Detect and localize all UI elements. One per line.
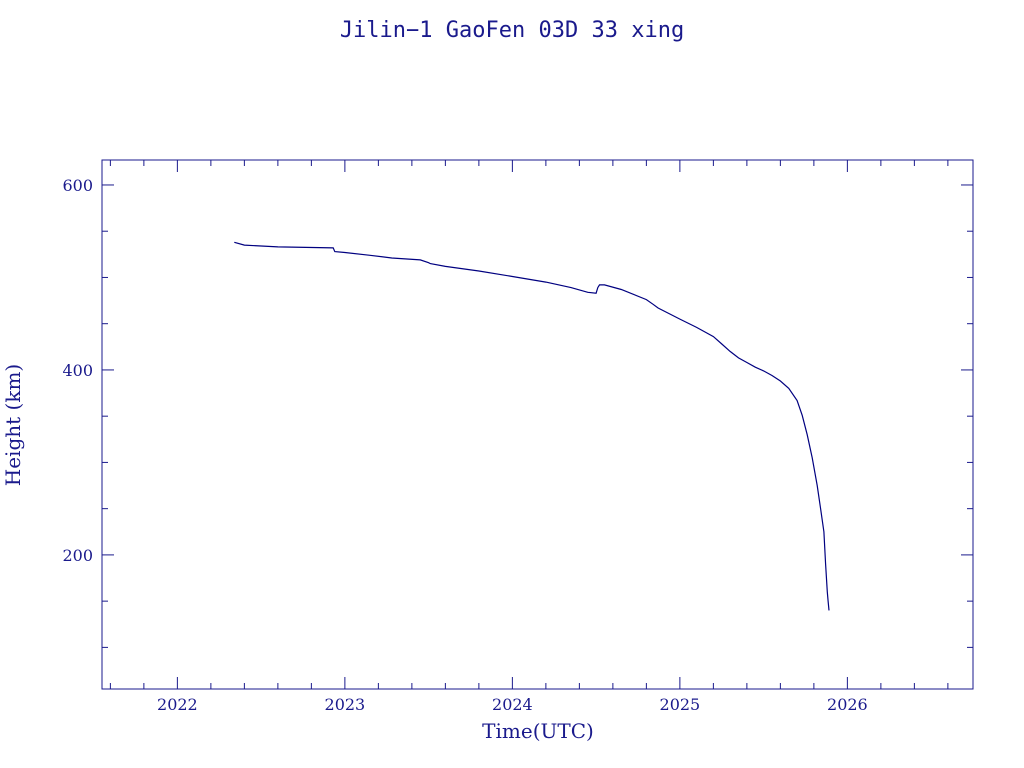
y-axis-label: Height (km) bbox=[1, 364, 25, 486]
chart-title: Jilin−1 GaoFen 03D 33 xing bbox=[340, 18, 684, 43]
x-tick-label: 2023 bbox=[325, 695, 366, 714]
ticks bbox=[102, 160, 973, 689]
series-line bbox=[234, 241, 830, 611]
x-tick-label: 2025 bbox=[660, 695, 701, 714]
x-tick-label: 2024 bbox=[492, 695, 533, 714]
x-tick-label: 2022 bbox=[157, 695, 198, 714]
x-axis-label: Time(UTC) bbox=[482, 719, 594, 743]
y-tick-label: 400 bbox=[62, 361, 93, 380]
plot-frame bbox=[101, 159, 974, 690]
x-tick-label: 2026 bbox=[827, 695, 868, 714]
y-tick-label: 600 bbox=[62, 176, 93, 195]
y-tick-label: 200 bbox=[62, 546, 93, 565]
tick-labels: 2022 2023 2024 2025 2026 200 400 600 bbox=[62, 176, 867, 714]
